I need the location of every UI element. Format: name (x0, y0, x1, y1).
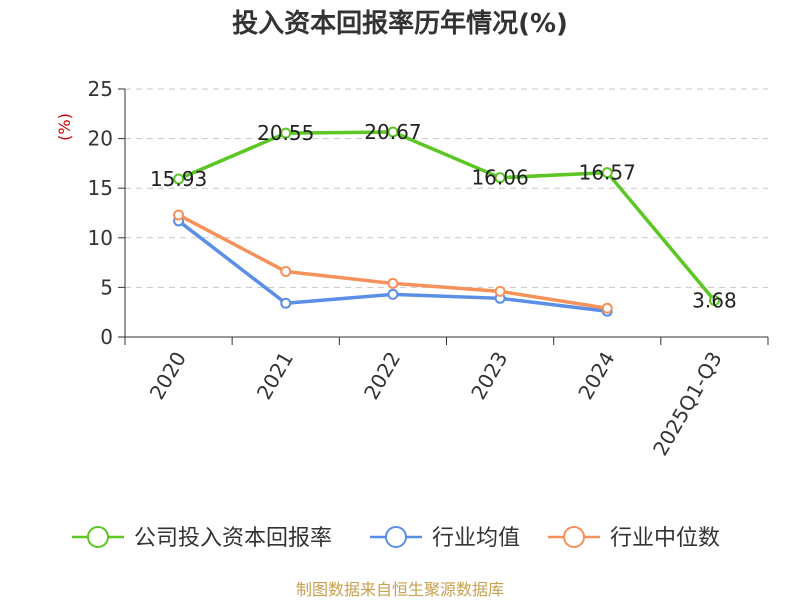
x-tick-label: 2025Q1-Q3 (648, 348, 727, 460)
data-point (280, 266, 292, 278)
y-tick-label: 10 (88, 226, 113, 250)
axes: 0 5 10 15 20 25 2020 2021 2022 2023 2024 2025Q1-Q3 (88, 77, 769, 460)
data-point (708, 294, 720, 306)
legend-label: 公司投入资本回报率 (134, 526, 332, 551)
series-layer (173, 126, 720, 317)
y-tick-label: 5 (100, 275, 113, 299)
data-point (494, 172, 506, 184)
data-point (280, 127, 292, 139)
data-point (601, 167, 613, 179)
legend-label: 行业中位数 (610, 526, 720, 551)
data-point (280, 297, 292, 309)
y-tick-label: 25 (88, 77, 113, 101)
y-axis-label: (%) (55, 113, 74, 141)
data-point (387, 277, 399, 289)
data-point (173, 173, 185, 185)
data-point (387, 126, 399, 138)
data-point (173, 209, 185, 221)
data-label: 20.55 (257, 121, 314, 145)
y-tick-label: 0 (100, 325, 113, 349)
x-tick-label: 2021 (252, 348, 298, 404)
data-label: 16.06 (471, 166, 528, 190)
legend-item: 行业均值 (370, 526, 520, 551)
legend-item: 公司投入资本回报率 (72, 526, 332, 551)
legend-marker (563, 526, 585, 548)
y-tick-label: 15 (88, 176, 113, 200)
data-label: 20.67 (364, 120, 421, 144)
data-label: 15.93 (150, 167, 207, 191)
x-tick-label: 2023 (466, 348, 512, 404)
data-point (601, 302, 613, 314)
data-labels: 15.93 20.55 20.67 16.06 16.57 3.68 (150, 120, 737, 313)
legend-item: 行业中位数 (548, 526, 720, 551)
y-tick-label: 20 (88, 127, 113, 151)
x-tick-label: 2020 (145, 348, 191, 404)
data-point (494, 285, 506, 297)
legend-marker (87, 526, 109, 548)
data-point (387, 288, 399, 300)
x-tick-label: 2024 (573, 348, 619, 404)
legend: 公司投入资本回报率 行业均值 行业中位数 (72, 526, 720, 551)
legend-label: 行业均值 (432, 526, 520, 551)
x-tick-label: 2022 (359, 348, 405, 404)
series-line (177, 130, 716, 302)
data-label: 3.68 (692, 288, 737, 312)
chart-title: 投入资本回报率历年情况(%) (232, 8, 568, 39)
source-note: 制图数据来自恒生聚源数据库 (296, 580, 504, 599)
grid-lines (125, 88, 768, 288)
data-label: 16.57 (579, 161, 636, 185)
legend-marker (385, 526, 407, 548)
